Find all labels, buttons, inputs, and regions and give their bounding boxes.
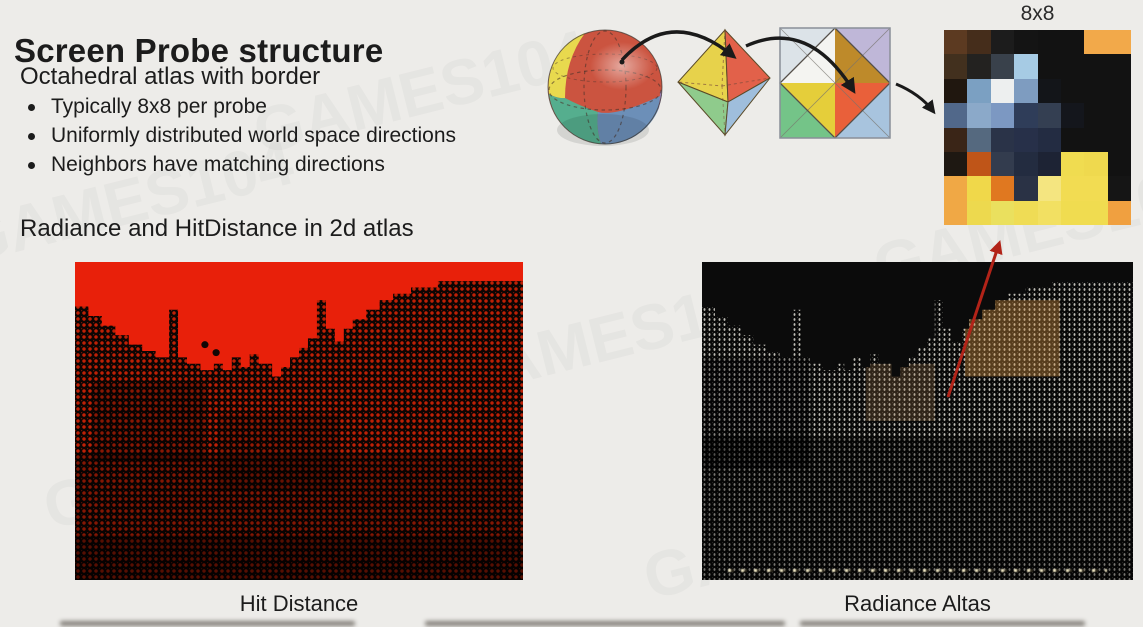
sky-dot [212,349,220,357]
probe-texel [1084,54,1108,79]
probe-texel [1014,30,1038,55]
probe-texel [1084,30,1108,55]
probe-texel [1084,200,1108,225]
probe-texel [1037,176,1061,201]
probe-texel [1107,127,1131,152]
probe-texel [1037,200,1061,225]
probe-texel [990,200,1015,225]
probe-texel [1107,103,1131,128]
section-label: Radiance and HitDistance in 2d atlas [20,215,414,242]
hit-distance-atlas-image [75,262,523,580]
bullet-text: Typically 8x8 per probe [51,95,267,118]
probe-texel [1014,176,1038,201]
bullet-dot-icon [28,162,35,169]
probe-texel [1014,54,1038,79]
probe-texel [967,54,991,79]
probe-texel [1107,151,1131,177]
octahedral-net-icon [779,27,891,139]
probe-texel [990,78,1015,104]
probe-texel [1084,151,1108,177]
radiance-overlay [702,262,1133,580]
probe-texel [967,200,991,225]
probe-texel [1037,127,1061,152]
probe-texel [1037,151,1061,177]
probe-texel [967,151,991,177]
probe-texel [1060,103,1085,128]
probe-texel [967,127,991,152]
hit-sky-dots [201,341,220,357]
probe-texel [1060,151,1085,177]
probe-texel [1014,151,1038,177]
probe-texel [944,103,968,128]
probe-size-label: 8x8 [1020,2,1055,25]
probe-texel [967,176,991,201]
probe-texel [1107,54,1131,79]
probe-texel [1037,54,1061,79]
probe-texel [944,54,968,79]
probe-texel [1037,30,1061,55]
probe-texel [990,151,1015,177]
radiance-atlas-image [702,262,1133,580]
probe-texel [1084,103,1108,128]
slide-subtitle: Octahedral atlas with border [20,63,321,90]
probe-texel [1060,54,1085,79]
probe-texel [1107,78,1131,104]
probe-texel [990,176,1015,201]
radiance-sky [702,262,1133,377]
bottom-artifact-strip [800,621,1085,626]
bottom-artifact-strip [425,621,785,626]
probe-texel [944,176,968,201]
probe-texel [1084,78,1108,104]
probe-texel [944,151,968,177]
probe-texel [1107,176,1131,201]
bullet-item: Uniformly distributed world space direct… [24,124,456,153]
probe-texel [1037,103,1061,128]
probe-texture [944,30,1131,225]
probe-texel [1084,127,1108,152]
bullet-dot-icon [28,104,35,111]
probe-texel [967,78,991,104]
sphere-icon [547,29,663,146]
slide-title: Screen Probe structure [14,32,384,70]
probe-texel [990,103,1015,128]
bullet-dot-icon [28,133,35,140]
probe-texel [1014,127,1038,152]
probe-texel [944,78,968,104]
probe-texel [1060,127,1085,152]
probe-texel [990,30,1015,55]
hit-distance-sky [75,262,523,377]
probe-texel [1014,78,1038,104]
probe-texel [944,127,968,152]
bullet-text: Neighbors have matching directions [51,153,385,176]
sky-dot [201,341,209,349]
probe-texel [967,103,991,128]
bullet-list: Typically 8x8 per probe Uniformly distri… [24,95,456,182]
probe-texel [990,54,1015,79]
bullet-item: Neighbors have matching directions [24,153,456,182]
probe-texel [1060,78,1085,104]
probe-texel [1084,176,1108,201]
probe-texel [1060,176,1085,201]
probe-texel [944,30,968,55]
probe-texel [1107,200,1131,225]
octahedron-icon [677,28,771,137]
probe-texel [1060,30,1085,55]
net-to-texture-arrow [895,82,936,115]
caption-hit-distance: Hit Distance [239,591,359,616]
probe-texel [1060,200,1085,225]
probe-texel [1014,103,1038,128]
probe-texel [990,127,1015,152]
probe-texel [967,30,991,55]
hit-distance-overlay [75,262,523,580]
caption-radiance-atlas: Radiance Altas [844,591,991,616]
probe-texel [1107,30,1131,55]
probe-texel [944,200,968,225]
bullet-text: Uniformly distributed world space direct… [51,124,456,147]
probe-texel [1014,200,1038,225]
radiance-bottom-speckles [727,569,1108,572]
probe-texel [1037,78,1061,104]
bottom-artifact-strip [60,621,355,626]
bullet-item: Typically 8x8 per probe [24,95,456,124]
